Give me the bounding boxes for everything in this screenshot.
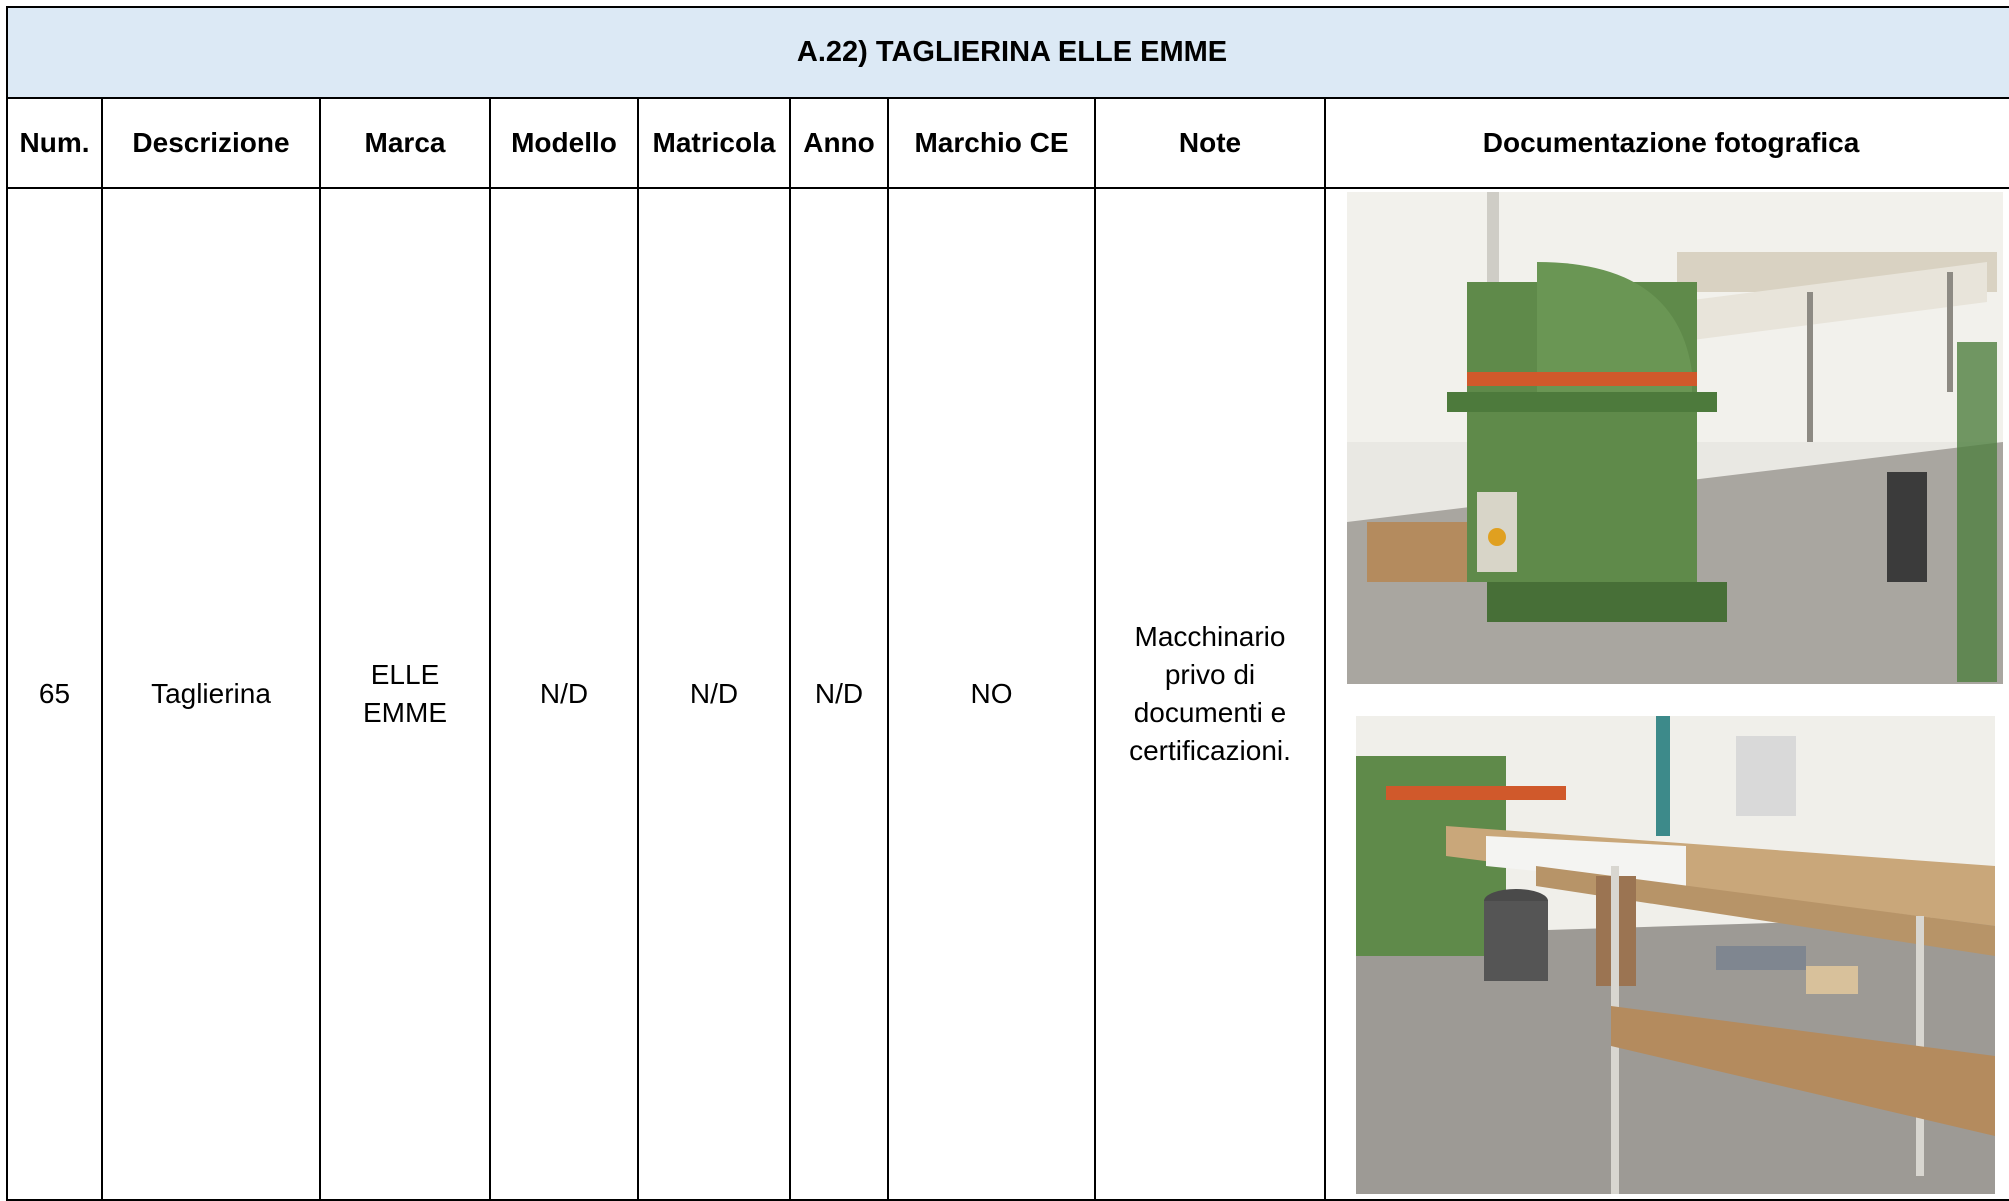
column-header: Modello xyxy=(489,97,639,189)
cell: N/D xyxy=(789,187,889,1201)
column-header: Num. xyxy=(6,97,103,189)
section-title: A.22) TAGLIERINA ELLE EMME xyxy=(5,6,2009,99)
photo xyxy=(1356,716,1995,1194)
cell: 65 xyxy=(6,187,103,1201)
column-header: Note xyxy=(1094,97,1326,189)
column-header: Matricola xyxy=(637,97,791,189)
photo xyxy=(1347,192,2003,684)
cell: N/D xyxy=(637,187,791,1201)
title-row: A.22) TAGLIERINA ELLE EMME xyxy=(5,6,2009,99)
column-header: Descrizione xyxy=(101,97,321,189)
column-header: Anno xyxy=(789,97,889,189)
column-header: Marchio CE xyxy=(887,97,1096,189)
cell: Taglierina xyxy=(101,187,321,1201)
cell: Macchinario privo di documenti e certifi… xyxy=(1094,187,1326,1201)
column-header: Documentazione fotografica xyxy=(1323,97,2009,189)
column-header: Marca xyxy=(319,97,491,189)
cell: ELLE EMME xyxy=(319,187,491,1201)
cell: N/D xyxy=(489,187,639,1201)
column-header-row: Num. Descrizione Marca Modello Matricola… xyxy=(6,97,2009,189)
cell: NO xyxy=(887,187,1096,1201)
